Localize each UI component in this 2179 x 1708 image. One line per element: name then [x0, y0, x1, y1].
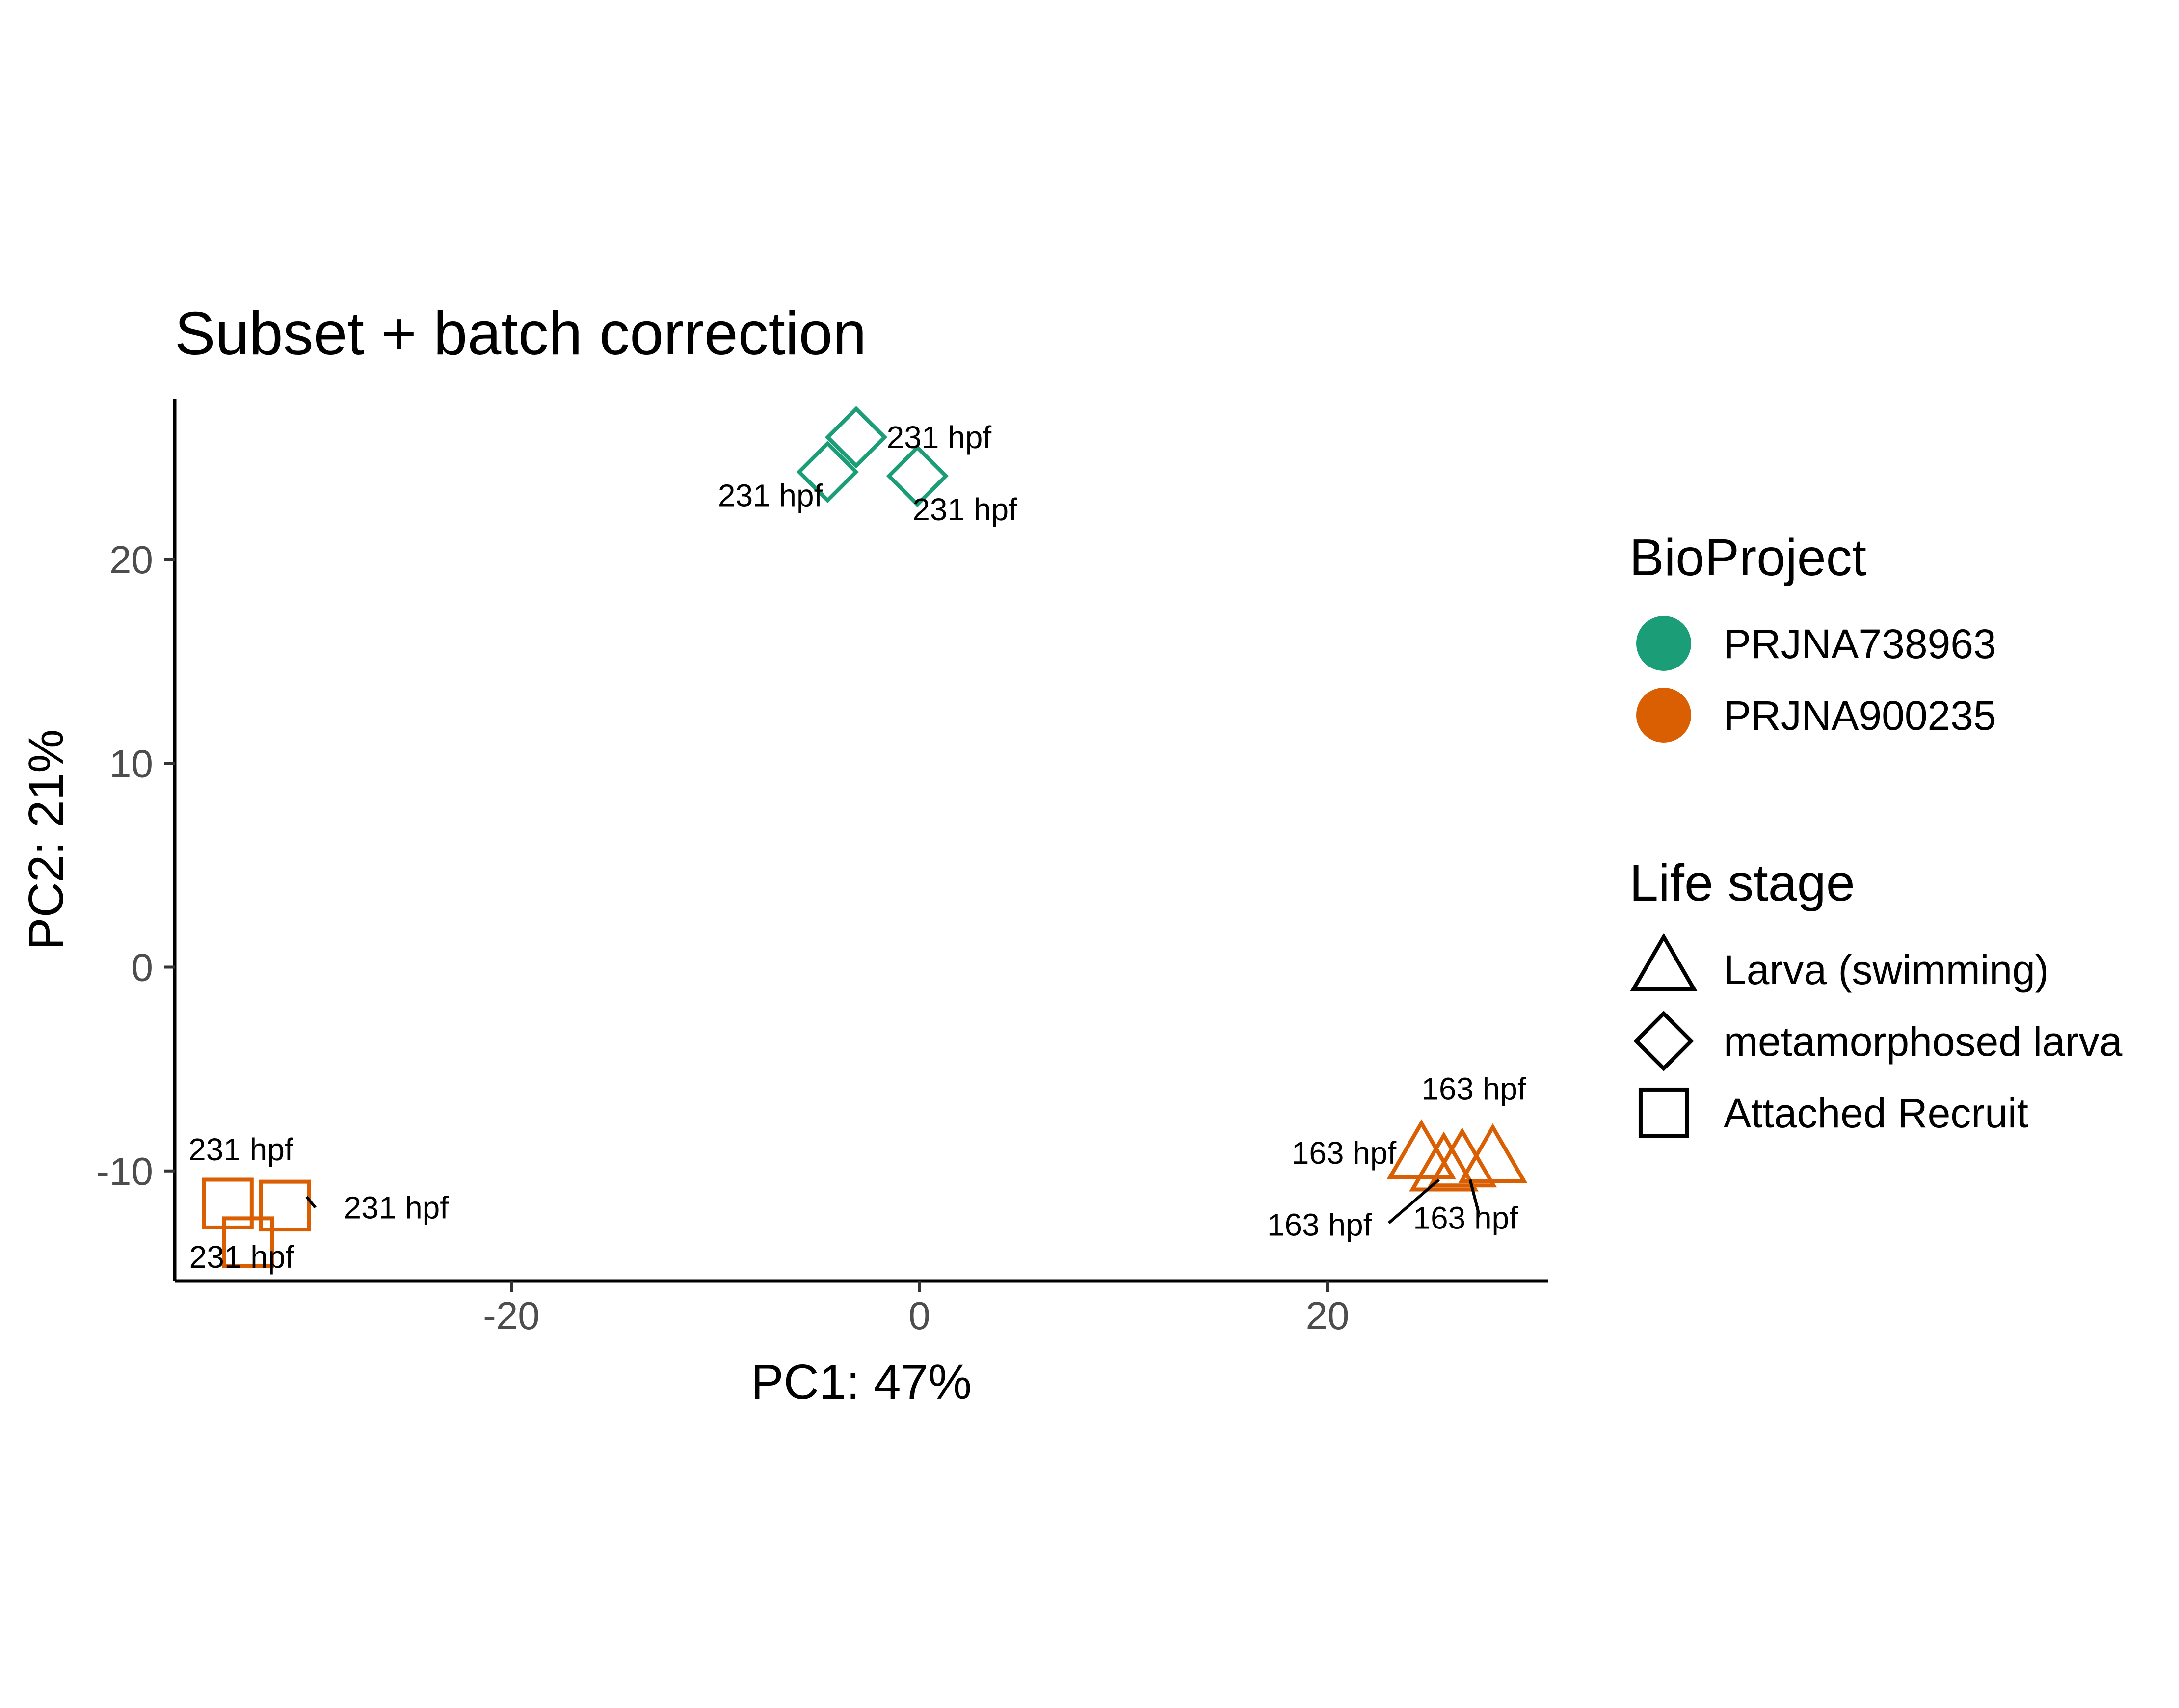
legend-shape-label: Larva (swimming) — [1724, 947, 2049, 993]
legend: BioProject PRJNA738963 PRJNA900235 Life s… — [1629, 529, 2123, 1138]
leader-line — [1468, 1179, 1481, 1215]
x-tick-label: 20 — [1305, 1294, 1349, 1337]
point-label: 231 hpf — [344, 1190, 449, 1225]
x-axis-label: PC1: 47% — [751, 1355, 972, 1410]
point-label: 163 hpf — [1421, 1071, 1526, 1107]
data-point — [1409, 1131, 1479, 1192]
y-tick-label: 20 — [109, 538, 153, 582]
shape-legend-entries: Larva (swimming) metamorphosed larva Attac… — [1630, 933, 2123, 1138]
y-ticks: -10 0 10 20 — [96, 538, 175, 1193]
data-point — [222, 1216, 274, 1268]
plot-area: 231 hpf 231 hpf 231 hpf 231 hpf 231 hpf 231 h… — [188, 406, 1528, 1275]
legend-color-swatch — [1636, 616, 1691, 671]
legend-shape-swatch — [1638, 1087, 1689, 1138]
legend-shape-label: Attached Recruit — [1724, 1090, 2028, 1136]
leader-line — [1388, 1178, 1440, 1224]
data-point — [796, 440, 859, 504]
point-label: 163 hpf — [1292, 1135, 1397, 1171]
point-label: 231 hpf — [189, 1239, 294, 1275]
legend-shape-swatch — [1630, 933, 1698, 991]
leader-line — [305, 1196, 317, 1209]
legend-color-swatch — [1636, 688, 1691, 743]
point-label: 163 hpf — [1413, 1200, 1518, 1235]
legend-shape-label: metamorphosed larva — [1724, 1018, 2123, 1065]
point-label: 231 hpf — [887, 420, 992, 455]
legend-color-label: PRJNA900235 — [1724, 693, 1996, 739]
legend-shape-swatch — [1633, 1011, 1694, 1071]
color-legend-entries: PRJNA738963 PRJNA900235 — [1636, 616, 1996, 743]
y-tick-label: -10 — [96, 1149, 153, 1193]
axes: -20 0 20 -10 0 10 20 — [96, 399, 1548, 1337]
data-point — [202, 1177, 254, 1229]
data-point — [259, 1179, 311, 1232]
x-tick-label: -20 — [483, 1294, 540, 1337]
point-label: 231 hpf — [912, 492, 1017, 527]
data-point — [1427, 1127, 1497, 1188]
legend-color-label: PRJNA738963 — [1724, 621, 1996, 667]
point-labels: 231 hpf 231 hpf 231 hpf 231 hpf 231 hpf 231 h… — [188, 420, 1526, 1275]
color-legend-title: BioProject — [1629, 529, 1866, 587]
y-axis-label: PC2: 21% — [19, 729, 74, 950]
shape-legend-title: Life stage — [1629, 854, 1855, 912]
data-point — [886, 445, 949, 507]
x-ticks: -20 0 20 — [483, 1281, 1349, 1337]
point-label: 163 hpf — [1267, 1207, 1372, 1243]
data-point — [824, 406, 888, 469]
data-marks — [202, 406, 1528, 1268]
point-label: 231 hpf — [188, 1132, 293, 1167]
label-leader-lines — [305, 1178, 1481, 1224]
y-tick-label: 0 — [132, 946, 154, 989]
y-tick-label: 10 — [109, 742, 153, 785]
point-label: 231 hpf — [718, 478, 823, 513]
x-tick-label: 0 — [908, 1294, 930, 1337]
chart-title: Subset + batch correction — [175, 300, 867, 368]
